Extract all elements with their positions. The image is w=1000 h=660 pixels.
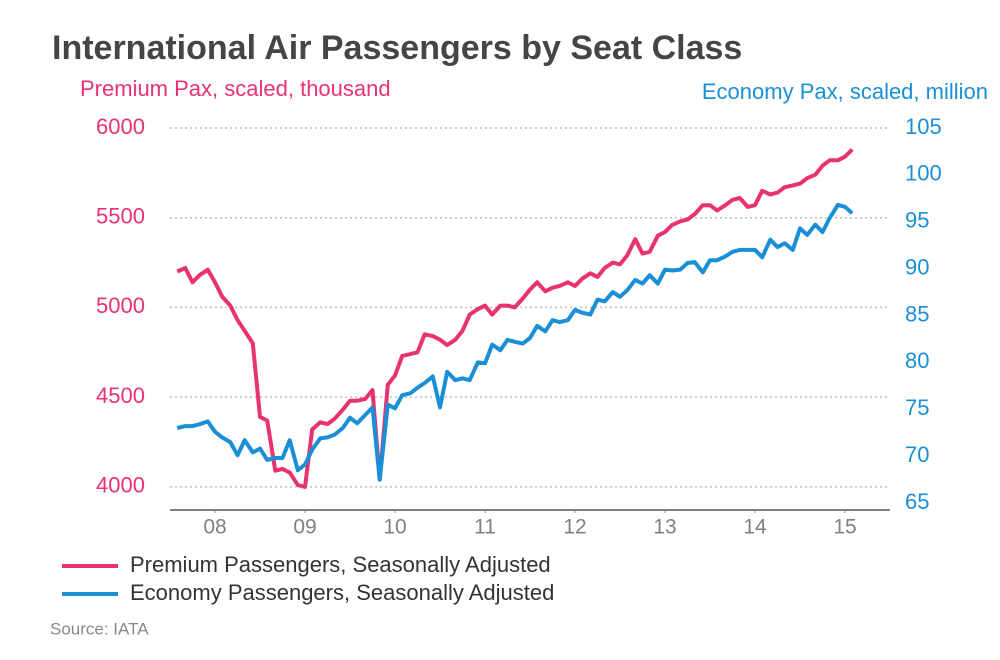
y-axis-label: Premium Pax, scaled, thousand <box>80 76 391 101</box>
x-tick-label: 14 <box>743 516 767 539</box>
y2-axis-label: Economy Pax, scaled, million <box>702 79 988 104</box>
y2-tick-label: 95 <box>905 208 929 233</box>
x-tick-label: 12 <box>563 516 586 539</box>
y2-tick-label: 70 <box>905 442 929 467</box>
x-tick-label: 09 <box>293 516 316 539</box>
x-tick-label: 13 <box>653 516 676 539</box>
y-tick-label: 4500 <box>96 383 145 408</box>
data-line <box>176 202 854 482</box>
y2-tick-label: 85 <box>905 301 929 326</box>
y2-tick-label: 75 <box>905 395 929 420</box>
data-line <box>176 148 854 489</box>
chart-title: International Air Passengers by Seat Cla… <box>52 29 742 67</box>
y-tick-label: 4000 <box>96 473 145 498</box>
y-tick-label: 6000 <box>96 114 145 139</box>
x-tick-label: 08 <box>203 516 226 539</box>
y-tick-label: 5000 <box>96 293 145 318</box>
y-tick-label: 5500 <box>96 204 145 229</box>
x-tick-label: 10 <box>383 516 406 539</box>
x-tick-label: 15 <box>833 516 856 539</box>
y2-tick-label: 100 <box>905 161 942 186</box>
x-tick-label: 11 <box>474 516 496 539</box>
legend-label: Premium Passengers, Seasonally Adjusted <box>130 552 551 577</box>
y2-tick-label: 105 <box>905 114 942 139</box>
legend-label: Economy Passengers, Seasonally Adjusted <box>130 580 554 605</box>
y2-tick-label: 90 <box>905 254 929 279</box>
y2-tick-label: 80 <box>905 348 929 373</box>
source-note: Source: IATA <box>50 619 149 638</box>
y2-tick-label: 65 <box>905 489 929 514</box>
